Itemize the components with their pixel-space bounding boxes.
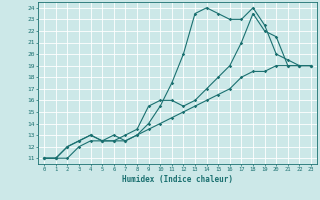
X-axis label: Humidex (Indice chaleur): Humidex (Indice chaleur) — [122, 175, 233, 184]
